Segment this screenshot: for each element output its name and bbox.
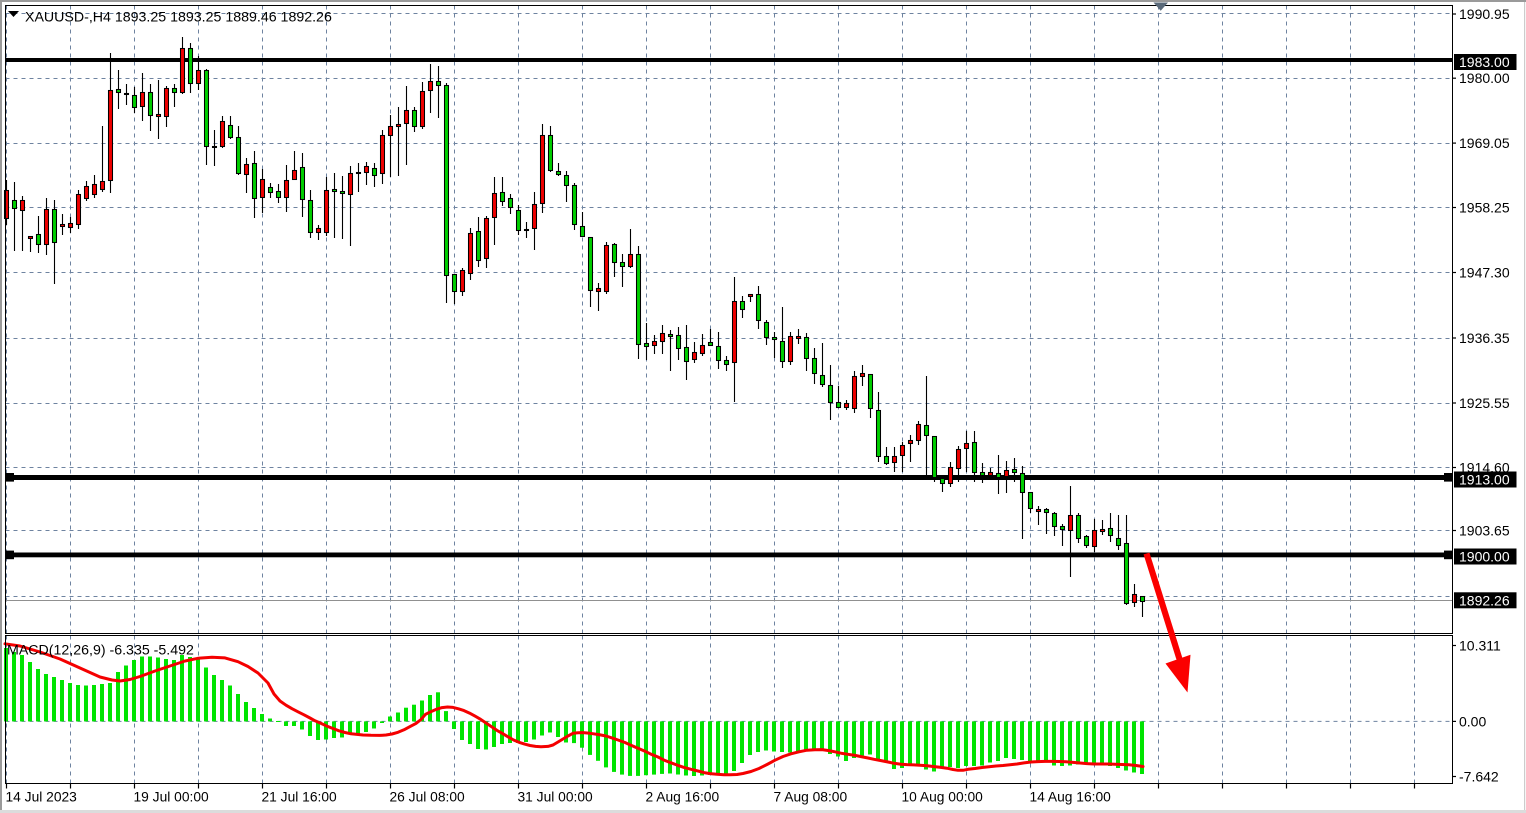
svg-text:1913.00: 1913.00 <box>1459 472 1510 488</box>
svg-text:1925.55: 1925.55 <box>1459 395 1510 411</box>
svg-text:1936.35: 1936.35 <box>1459 330 1510 346</box>
svg-text:21 Jul 16:00: 21 Jul 16:00 <box>262 790 338 805</box>
svg-text:XAUUSD-,H4 1893.25 1893.25 18: XAUUSD-,H4 1893.25 1893.25 1889.46 1892.… <box>25 10 332 26</box>
svg-text:1990.95: 1990.95 <box>1459 6 1510 22</box>
svg-text:14 Jul 2023: 14 Jul 2023 <box>6 790 78 805</box>
svg-text:31 Jul 00:00: 31 Jul 00:00 <box>518 790 594 805</box>
svg-text:14 Aug 16:00: 14 Aug 16:00 <box>1030 790 1112 805</box>
svg-text:1983.00: 1983.00 <box>1459 54 1510 70</box>
svg-text:7 Aug 08:00: 7 Aug 08:00 <box>774 790 848 805</box>
svg-text:1900.00: 1900.00 <box>1459 549 1510 565</box>
svg-text:1892.26: 1892.26 <box>1459 592 1510 608</box>
svg-text:2 Aug 16:00: 2 Aug 16:00 <box>646 790 720 805</box>
svg-text:1903.65: 1903.65 <box>1459 523 1510 539</box>
svg-text:-7.642: -7.642 <box>1459 769 1499 785</box>
svg-text:1947.30: 1947.30 <box>1459 265 1510 281</box>
svg-text:10 Aug 00:00: 10 Aug 00:00 <box>902 790 984 805</box>
svg-text:1969.05: 1969.05 <box>1459 135 1510 151</box>
svg-text:10.311: 10.311 <box>1459 638 1501 654</box>
svg-text:1980.00: 1980.00 <box>1459 70 1510 86</box>
svg-text:1958.25: 1958.25 <box>1459 200 1510 216</box>
svg-text:MACD(12,26,9) -6.335 -5.492: MACD(12,26,9) -6.335 -5.492 <box>7 643 194 659</box>
svg-text:19 Jul 00:00: 19 Jul 00:00 <box>134 790 210 805</box>
svg-text:26 Jul 08:00: 26 Jul 08:00 <box>390 790 466 805</box>
svg-text:0.00: 0.00 <box>1459 713 1486 729</box>
